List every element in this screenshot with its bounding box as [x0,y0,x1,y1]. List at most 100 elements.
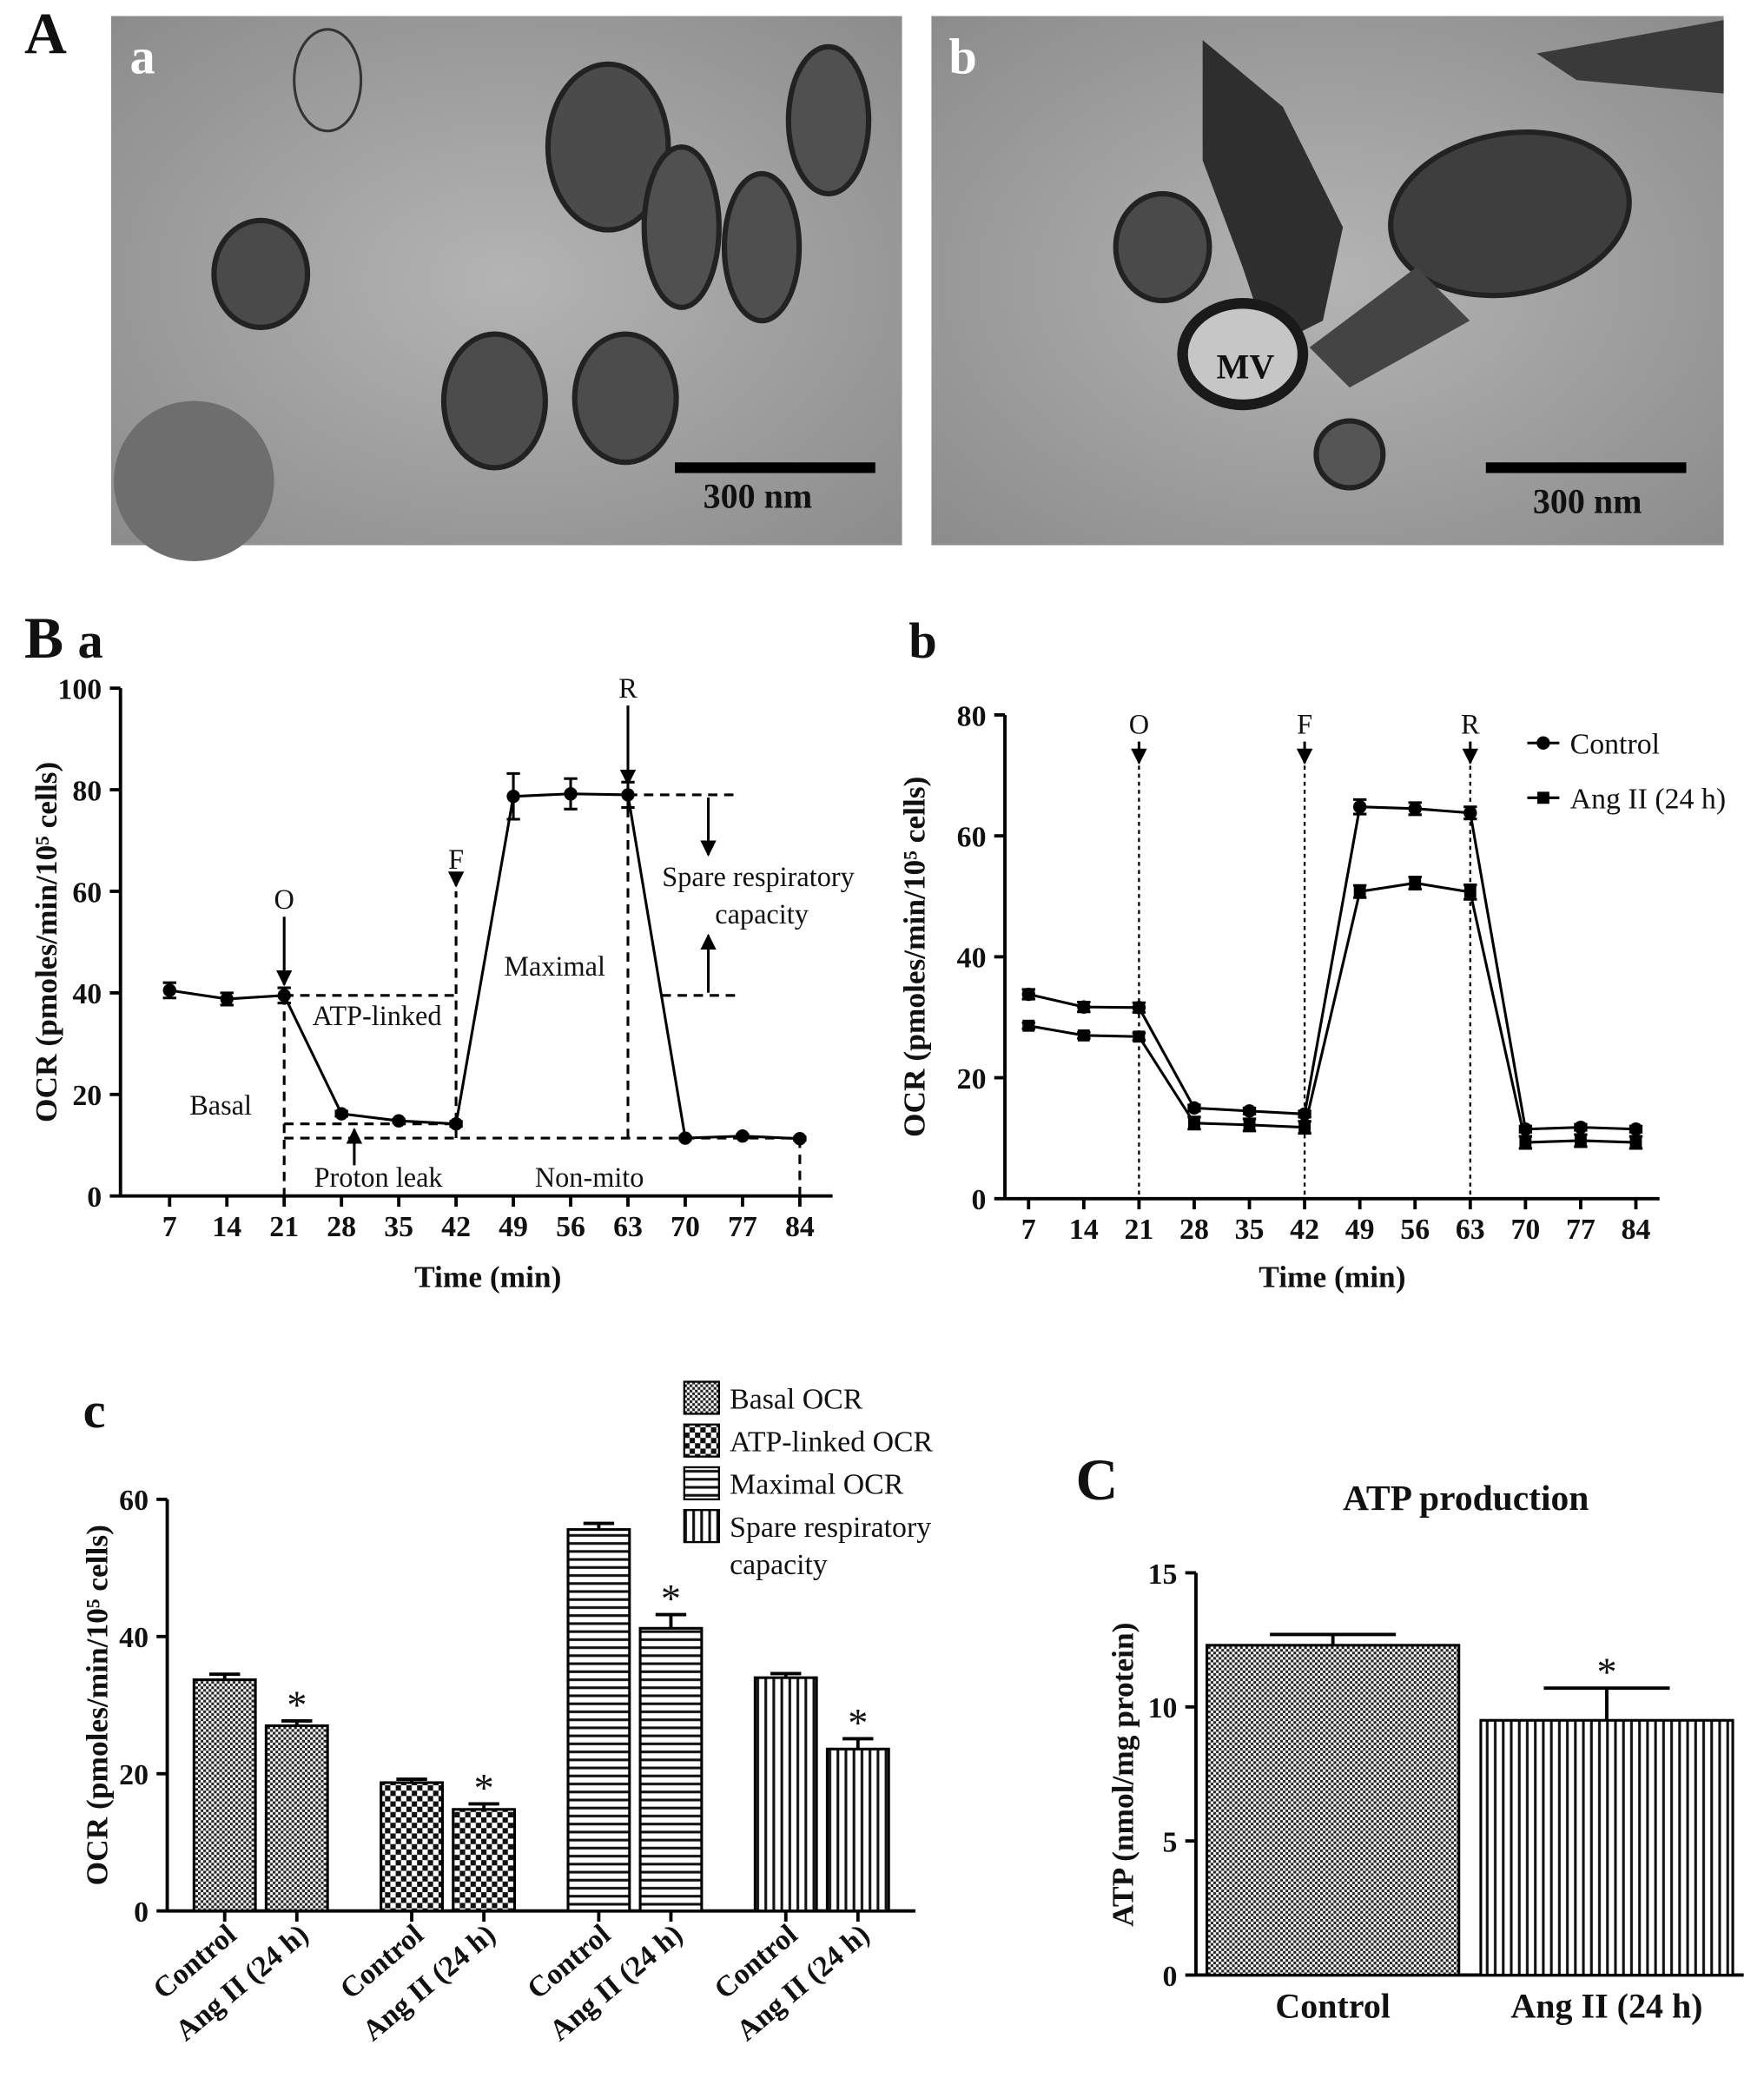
x-tick-label: Control [1275,1987,1391,2026]
data-point [678,1131,692,1145]
bar [638,1626,704,1913]
data-point [1463,806,1477,820]
bar [753,1676,818,1913]
panel-label: B [24,606,63,671]
data-point [1133,1030,1146,1043]
data-point [1574,1120,1588,1135]
annotation: Non-mito [535,1162,644,1193]
annotation: Spare respiratory capacity [662,861,862,930]
injection-label: O [274,884,294,915]
y-tick-label: 60 [119,1485,149,1517]
data-point [506,789,520,804]
x-tick-label: 84 [785,1211,815,1243]
y-tick-label: 5 [1163,1826,1178,1858]
error-bar [1270,1632,1397,1645]
annotation: Basal [189,1089,252,1121]
y-tick-label: 0 [87,1181,102,1214]
bar [192,1678,257,1913]
annotation: Maximal [504,950,605,982]
error-bar [468,1802,499,1810]
error-bar [655,1612,687,1629]
bar [825,1747,890,1913]
y-tick-label: 10 [1148,1692,1178,1724]
legend-label: ATP-linked OCR [730,1426,933,1459]
micrograph-a [110,16,902,562]
bar [1479,1718,1734,1977]
y-tick-label: 40 [119,1622,149,1654]
injection-label: F [1297,708,1312,739]
x-tick-label: 56 [1400,1214,1430,1246]
x-tick-label: 77 [1566,1214,1596,1246]
y-axis-title: OCR (pmoles/min/10⁵ cells) [29,762,63,1122]
x-tick-label: 7 [1021,1214,1036,1246]
data-point [1187,1101,1201,1115]
x-tick-label: 49 [499,1211,528,1243]
x-tick-label: 28 [1179,1214,1209,1246]
error-bar [842,1737,874,1750]
y-tick-label: 20 [72,1080,102,1112]
y-tick-label: 40 [957,943,987,975]
data-point [736,1129,750,1143]
x-tick-label: 49 [1345,1214,1375,1246]
x-tick-label: 21 [1124,1214,1153,1246]
data-point [564,787,578,801]
data-point [220,992,234,1006]
y-tick-label: 15 [1148,1559,1178,1591]
data-point [1242,1104,1257,1118]
y-axis-title: OCR (pmoles/min/10⁵ cells) [79,1525,114,1885]
x-tick-label: 70 [671,1211,700,1243]
x-tick-label: Ang II (24 h) [1510,1987,1702,2026]
error-bar [396,1777,427,1783]
legend-marker [1536,736,1550,750]
legend-marker [1536,791,1549,804]
y-tick-label: 80 [957,700,987,732]
micrograph-label: a [129,29,155,85]
injection-label: O [1129,708,1149,739]
x-tick-label: 77 [728,1211,757,1243]
y-tick-label: 100 [57,673,102,705]
y-tick-label: 40 [72,978,102,1010]
y-tick-label: 0 [134,1896,149,1929]
data-point [793,1131,807,1146]
data-point [1629,1122,1643,1136]
error-bar [770,1671,802,1678]
data-point [1077,1000,1091,1014]
data-point [1353,885,1366,898]
x-tick-label: 56 [556,1211,585,1243]
significance-marker: * [848,1700,868,1744]
error-bar [281,1719,313,1726]
data-point [621,788,635,802]
significance-marker: * [474,1765,494,1810]
chart-title: ATP production [1343,1478,1589,1518]
y-tick-label: 80 [72,775,102,807]
scale-bar-label: 300 nm [704,477,813,516]
data-point [1022,1019,1035,1032]
bar [452,1808,517,1913]
data-point [1519,1136,1532,1148]
legend-label: Spare respiratory capacity [730,1512,938,1581]
bar [1206,1644,1461,1977]
micrograph-label: b [948,29,977,85]
scale-bar-label: 300 nm [1533,482,1642,521]
x-tick-label: 7 [162,1211,177,1243]
data-point [1575,1135,1587,1147]
error-bar [583,1521,615,1530]
data-point [1132,1001,1146,1015]
data-point [1409,877,1422,890]
legend-swatch [683,1380,720,1415]
legend-swatch [683,1423,720,1458]
error-bar [209,1672,241,1680]
series-line [1027,881,1636,1144]
data-point [334,1107,348,1121]
data-point [392,1114,406,1128]
bar [264,1724,329,1913]
x-axis-title: Time (min) [414,1259,561,1294]
legend-label: Maximal OCR [730,1469,904,1501]
y-axis-title: OCR (pmoles/min/10⁵ cells) [897,777,932,1137]
y-tick-label: 20 [957,1063,987,1095]
x-tick-label: 42 [441,1211,471,1243]
data-point [1463,885,1477,898]
chart-label: a [77,612,102,669]
